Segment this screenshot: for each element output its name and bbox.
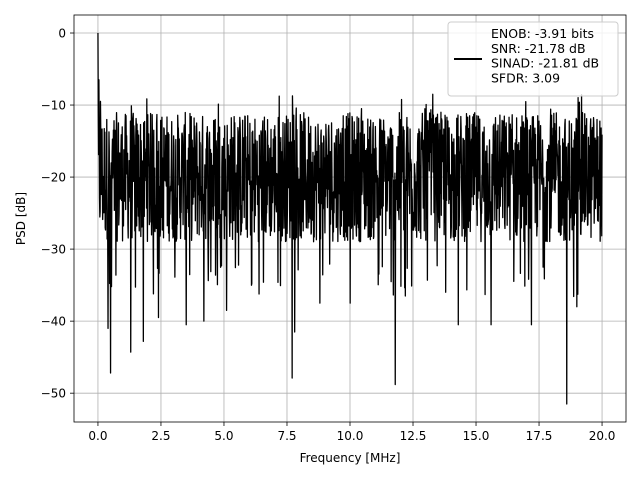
legend-entry: ENOB: -3.91 bits	[491, 26, 594, 41]
y-tick-label: −40	[41, 315, 66, 329]
x-tick-label: 10.0	[337, 429, 364, 443]
y-tick-label: −50	[41, 387, 66, 401]
y-tick-label: −10	[41, 99, 66, 113]
x-tick-label: 20.0	[589, 429, 616, 443]
y-tick-label: −20	[41, 171, 66, 185]
x-tick-label: 7.5	[277, 429, 296, 443]
series-layer	[97, 33, 603, 405]
x-tick-label: 0.0	[88, 429, 107, 443]
x-tick-label: 17.5	[526, 429, 553, 443]
x-axis-label: Frequency [MHz]	[300, 451, 401, 465]
series-line	[97, 33, 603, 405]
y-tick-label: 0	[58, 27, 66, 41]
x-tick-label: 5.0	[214, 429, 233, 443]
legend-box	[447, 21, 619, 97]
x-tick-label: 15.0	[463, 429, 490, 443]
legend-entry: SINAD: -21.81 dB	[491, 56, 599, 71]
x-tick-label: 12.5	[400, 429, 427, 443]
x-tick-label: 2.5	[151, 429, 170, 443]
y-tick-label: −30	[41, 243, 66, 257]
legend-entry: SNR: -21.78 dB	[491, 41, 586, 56]
y-axis-label: PSD [dB]	[14, 192, 28, 245]
y-axis: 0 −10 −20 −30 −40 −50	[41, 27, 74, 401]
legend-entry: SFDR: 3.09	[491, 70, 560, 85]
x-axis: 0.0 2.5 5.0 7.5 10.0 12.5 15.0 17.5 20.0	[88, 422, 615, 443]
